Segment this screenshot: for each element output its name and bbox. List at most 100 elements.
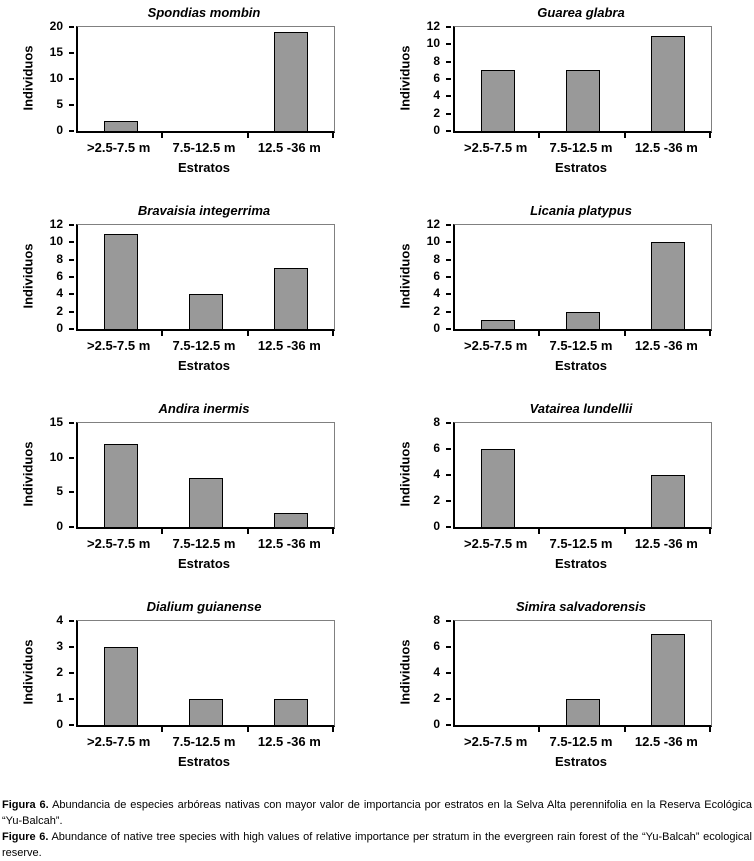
y-tick-mark (446, 328, 451, 330)
x-axis-label: Estratos (177, 556, 231, 571)
x-tick-label: 7.5-12.5 m (549, 140, 613, 155)
caption-spanish-text: Abundancia de especies arbóreas nativas … (2, 799, 752, 827)
y-tick-mark (69, 130, 74, 132)
x-tick-labels: >2.5-7.5 m 7.5-12.5 m 12.5 -36 m (76, 140, 332, 155)
y-tick-mark (446, 474, 451, 476)
bar-2-5-7-5-m (480, 320, 515, 329)
y-tick-mark (446, 43, 451, 46)
y-tick-label: 6 (433, 269, 440, 283)
y-tick-label: 10 (49, 71, 63, 85)
plot-area (446, 620, 712, 732)
y-tick-label: 0 (433, 321, 440, 335)
x-tick-label: 12.5 -36 m (634, 734, 698, 749)
chart-simira-salvadorensis: Simira salvadorensis Individuos 0 2 4 6 8 >2.5-… (377, 594, 754, 792)
y-tick-label: 0 (433, 123, 440, 137)
x-tick-label: 12.5 -36 m (634, 140, 698, 155)
x-tick-labels: >2.5-7.5 m 7.5-12.5 m 12.5 -36 m (453, 734, 709, 749)
x-tick-mark (623, 133, 626, 138)
chart-title: Spondias mombin (147, 5, 261, 20)
bar-12-5-36-m (274, 513, 309, 527)
y-tick-mark (446, 130, 451, 132)
bar-2-5-7-5-m (480, 449, 515, 527)
y-tick-label: 0 (56, 321, 63, 335)
x-tick-label: >2.5-7.5 m (87, 338, 151, 353)
y-tick-mark (446, 112, 451, 115)
y-tick-mark (69, 698, 74, 700)
y-tick-label: 4 (433, 467, 440, 481)
plot-area (69, 224, 335, 336)
x-tick-label: >2.5-7.5 m (87, 536, 151, 551)
x-tick-mark (332, 331, 334, 336)
y-tick-label: 0 (433, 519, 440, 533)
x-tick-label: >2.5-7.5 m (87, 140, 151, 155)
x-axis-label: Estratos (177, 358, 231, 373)
y-tick-label: 10 (426, 36, 440, 51)
y-tick-mark (446, 500, 451, 502)
x-tick-label: >2.5-7.5 m (464, 338, 528, 353)
y-tick-mark (69, 258, 74, 261)
y-tick-label: 2 (433, 691, 440, 705)
y-tick-label: 10 (49, 449, 63, 464)
x-tick-label: 7.5-12.5 m (549, 338, 613, 353)
y-tick-mark (69, 276, 74, 278)
y-tick-label: 8 (433, 415, 440, 429)
y-tick-label: 4 (433, 88, 440, 103)
y-tick-mark (69, 104, 74, 106)
x-axis-label: Estratos (554, 358, 608, 373)
y-tick-mark (69, 724, 74, 726)
plot-area (446, 422, 712, 534)
x-axis-label: Estratos (177, 160, 231, 175)
y-tick-mark (446, 78, 451, 80)
chart-title: Simira salvadorensis (515, 599, 647, 614)
bar-12-5-36-m (651, 634, 686, 725)
y-tick-label: 4 (433, 665, 440, 679)
bar-7-5-12-5-m (566, 311, 600, 329)
bar-2-5-7-5-m (103, 120, 138, 131)
x-tick-labels: >2.5-7.5 m 7.5-12.5 m 12.5 -36 m (453, 536, 709, 551)
y-tick-mark (69, 52, 74, 54)
x-axis-label: Estratos (554, 556, 608, 571)
y-tick-mark (446, 241, 451, 244)
y-tick-mark (69, 620, 74, 622)
y-tick-label: 0 (56, 717, 63, 731)
plot-area (69, 422, 335, 534)
y-tick-mark (69, 26, 74, 28)
y-tick-mark (446, 276, 451, 278)
x-tick-mark (246, 133, 249, 138)
x-tick-label: 12.5 -36 m (634, 338, 698, 353)
bar-7-5-12-5-m (189, 294, 223, 329)
y-tick-label: 2 (433, 105, 440, 120)
chart-title: Guarea glabra (537, 5, 625, 20)
x-tick-mark (332, 727, 334, 732)
y-tick-mark (446, 620, 451, 622)
y-tick-label: 12 (426, 19, 440, 33)
y-tick-label: 5 (56, 484, 63, 499)
y-tick-mark (446, 310, 451, 313)
bar-12-5-36-m (274, 268, 309, 329)
x-tick-label: 7.5-12.5 m (549, 734, 613, 749)
bar-12-5-36-m (274, 32, 309, 131)
y-tick-label: 2 (56, 665, 63, 679)
bar-7-5-12-5-m (566, 70, 600, 131)
chart-title: Bravaisia integerrima (137, 203, 271, 218)
y-tick-label: 8 (433, 251, 440, 266)
y-tick-mark (446, 293, 451, 296)
y-tick-label: 10 (49, 234, 63, 249)
x-tick-mark (709, 529, 711, 534)
chart-title: Licania platypus (530, 203, 632, 218)
chart-licania-platypus: Licania platypus Individuos 0 2 4 6 8 10 12 >2.5-… (377, 198, 754, 396)
x-tick-mark (623, 727, 626, 732)
y-tick-label: 2 (56, 303, 63, 318)
y-tick-mark (446, 724, 451, 726)
y-tick-label: 12 (426, 217, 440, 231)
x-tick-label: 12.5 -36 m (257, 536, 321, 551)
x-tick-mark (161, 133, 164, 138)
figure-caption: Figura 6. Abundancia de especies arbórea… (0, 792, 754, 861)
y-tick-label: 3 (56, 639, 63, 653)
y-tick-label: 4 (56, 613, 63, 627)
x-tick-mark (709, 727, 711, 732)
x-axis-label: Estratos (177, 754, 231, 769)
y-tick-mark (69, 491, 74, 494)
y-tick-label: 6 (56, 269, 63, 283)
x-tick-mark (538, 331, 541, 336)
